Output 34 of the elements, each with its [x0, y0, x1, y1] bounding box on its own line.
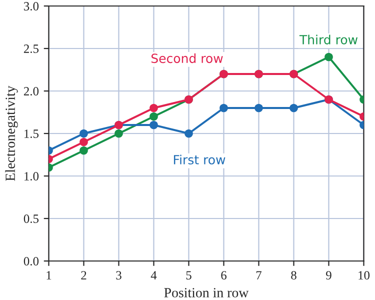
x-tick-label: 9: [326, 271, 332, 280]
point: [254, 104, 263, 112]
x-tick-label: 6: [221, 271, 226, 280]
point: [324, 52, 333, 62]
point: [80, 146, 88, 155]
x-tick-label: 7: [256, 271, 262, 280]
x-tick-label: 3: [116, 271, 122, 280]
x-tick-label: 8: [291, 271, 296, 280]
point: [150, 104, 158, 112]
point: [290, 104, 298, 112]
point: [220, 104, 228, 112]
point: [184, 129, 193, 138]
point: [150, 112, 158, 121]
x-tick-label: 1: [46, 271, 52, 280]
series-label: Third row: [299, 34, 358, 44]
point: [80, 129, 88, 138]
y-tick-label: 2.5: [24, 44, 39, 54]
x-tick-label: 2: [81, 271, 86, 280]
y-axis-title: Electronegativity: [5, 86, 18, 181]
x-tick-label: 10: [358, 271, 370, 280]
y-tick-label: 3.0: [24, 2, 39, 11]
y-tick-label: 1.0: [24, 172, 39, 181]
series-label: First row: [174, 154, 226, 164]
x-axis-title: Position in row: [164, 288, 249, 298]
point: [150, 120, 158, 130]
y-tick-label: 0.5: [24, 214, 39, 224]
x-tick-label: 5: [186, 271, 192, 280]
y-tick-label: 1.5: [24, 130, 39, 138]
point: [80, 138, 88, 146]
y-tick-label: 2.0: [24, 87, 39, 96]
y-tick-label: 0.0: [24, 257, 39, 266]
x-tick-label: 4: [150, 271, 157, 280]
point: [114, 129, 123, 138]
series-label: Second row: [151, 53, 223, 64]
